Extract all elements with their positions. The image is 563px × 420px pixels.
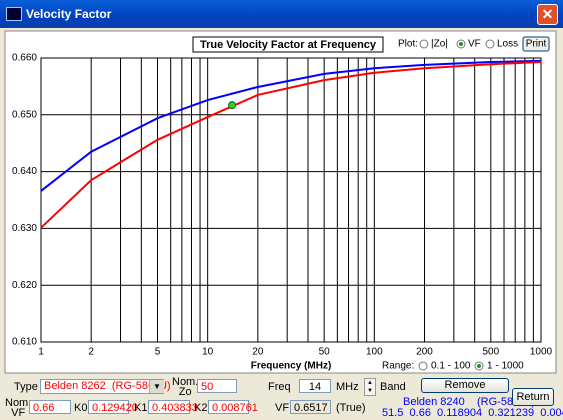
label: K2 [194,402,208,414]
label: Freq [268,381,291,393]
k0-input[interactable]: 0.129420 [88,400,138,414]
marker [228,101,237,110]
x-tick-label: 100 [366,347,383,358]
nom-vf-input[interactable]: 0.66 [29,400,71,414]
label: Type [14,381,38,393]
title-bar: Velocity Factor ✕ [0,0,563,28]
window-title: Velocity Factor [26,7,112,21]
radio-label: Loss [497,39,518,50]
radio-label: |Zo| [431,39,448,50]
reference-values: 51.5 0.66 0.118904 0.321239 0.004695 [382,407,563,419]
y-tick-label: 0.630 [12,223,37,234]
vf-output: 0.6517 [290,400,331,414]
x-tick-label: 200 [416,347,433,358]
label: K0 [74,402,88,414]
label: Band [380,381,406,393]
close-button[interactable]: ✕ [537,4,558,25]
chart-title: True Velocity Factor at Frequency [200,39,377,51]
print-label: Print [526,39,547,50]
y-tick-label: 0.650 [12,109,37,120]
radio-dot [477,364,481,368]
x-tick-label: 10 [202,347,214,358]
label: (True) [336,402,366,414]
label: Nom. VF [5,397,32,419]
y-tick-label: 0.640 [12,166,37,177]
series-line [40,60,542,229]
x-tick-label: 500 [482,347,499,358]
radio-dot [459,42,463,46]
k1-input[interactable]: 0.403833 [148,400,198,414]
reference-name: Belden 8240 (RG-58A/U) [403,396,536,408]
label: Nom. Zo [172,376,199,398]
nom-zo-input[interactable]: 50 [197,379,237,393]
remove-button[interactable]: Remove [421,378,509,393]
plot-area [40,57,542,343]
dropdown-arrow[interactable]: ▼ [149,380,164,393]
x-tick-label: 1000 [530,347,553,358]
app-icon [6,7,22,21]
freq-input[interactable]: 14 [299,379,331,393]
spin-button[interactable]: ▲ ▼ [364,378,376,396]
plot-label: Plot: [398,39,418,50]
label: K1 [134,402,148,414]
type-select[interactable]: Belden 8262 (RG-58C/U) [40,379,171,394]
k2-input[interactable]: 0.008761 [208,400,258,414]
y-tick-label: 0.610 [12,337,37,348]
range-label: Range: [382,361,414,372]
x-tick-label: 5 [155,347,161,358]
series-line [40,59,542,192]
x-tick-label: 2 [88,347,94,358]
title-box [192,36,384,53]
radio[interactable] [419,39,429,49]
label: VF [275,402,290,414]
radio[interactable] [418,361,428,371]
x-tick-label: 1 [38,347,44,358]
radio[interactable] [485,39,495,49]
print-button[interactable] [522,36,550,52]
radio-label: VF [468,39,481,50]
radio-label: 0.1 - 100 [431,361,471,372]
label: MHz [336,381,359,393]
radio-label: 1 - 1000 [487,361,524,372]
chart: True Velocity Factor at Frequency Plot: … [4,30,557,374]
y-tick-label: 0.660 [12,53,37,64]
return-button[interactable]: Return [512,388,554,406]
y-tick-label: 0.620 [12,280,37,291]
x-axis-label: Frequency (MHz) [251,361,332,372]
x-tick-label: 20 [252,347,264,358]
x-tick-label: 50 [319,347,331,358]
